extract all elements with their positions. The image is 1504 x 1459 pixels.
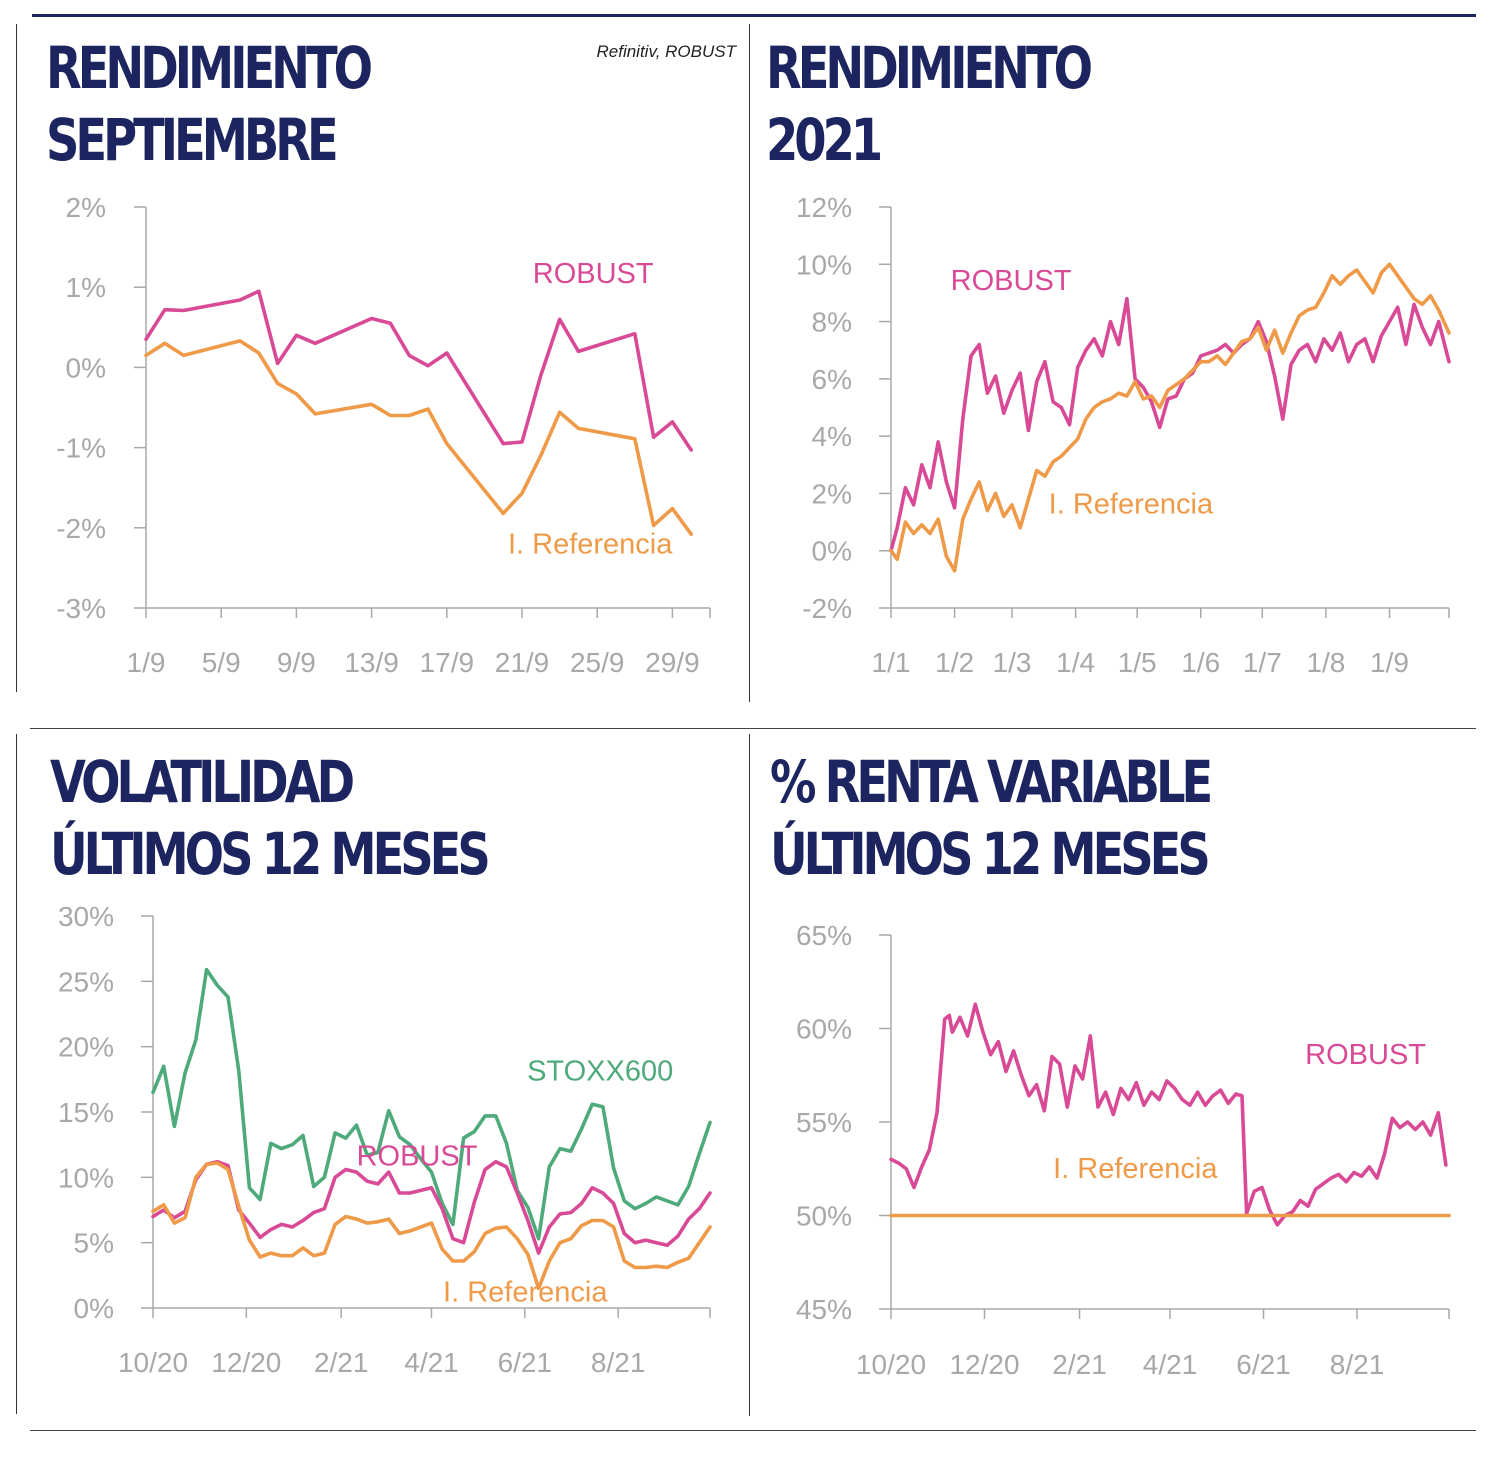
title-september-line2: SEPTIEMBRE xyxy=(46,106,339,174)
equity-y-tick-label: 65% xyxy=(796,920,852,951)
left-rule-bottom xyxy=(16,734,17,1414)
september-label-i-referencia: I. Referencia xyxy=(508,528,673,560)
center-rule-top xyxy=(749,24,750,702)
equity-x-tick-label: 2/21 xyxy=(1052,1349,1107,1380)
september-series-robust-line xyxy=(144,289,694,452)
2021-x-tick-label: 1/9 xyxy=(1370,647,1409,678)
2021-x-tick-label: 1/7 xyxy=(1243,647,1282,678)
equity-label-robust: ROBUST xyxy=(1305,1039,1426,1071)
september-series-i-referencia-line xyxy=(144,339,694,537)
left-rule-top xyxy=(16,24,17,692)
september-x-tick-label: 29/9 xyxy=(645,647,700,678)
september-x-tick-label: 25/9 xyxy=(570,647,625,678)
title-2021-line2: 2021 xyxy=(766,106,883,174)
2021-y-tick-label: -2% xyxy=(802,593,852,624)
title-september-line1: RENDIMIENTO xyxy=(46,34,373,102)
equity-x-tick-label: 10/20 xyxy=(856,1349,926,1380)
title-volatility-line1: VOLATILIDAD xyxy=(50,748,355,816)
volatility-y-tick-label: 10% xyxy=(58,1162,114,1193)
volatility-y-tick-label: 5% xyxy=(74,1228,114,1259)
volatility-x-tick-label: 2/21 xyxy=(314,1347,369,1378)
2021-x-tick-label: 1/6 xyxy=(1181,647,1220,678)
source-note: Refinitiv, ROBUST xyxy=(596,42,737,61)
volatility-series-stoxx600-line xyxy=(151,967,712,1241)
equity-y-tick-label: 55% xyxy=(796,1107,852,1138)
2021-x-tick-label: 1/2 xyxy=(935,647,974,678)
2021-y-tick-label: 4% xyxy=(812,421,852,452)
volatility-y-tick-label: 15% xyxy=(58,1097,114,1128)
equity-x-tick-label: 6/21 xyxy=(1236,1349,1291,1380)
volatility-label-stoxx600: STOXX600 xyxy=(527,1056,673,1088)
volatility-x-tick-label: 6/21 xyxy=(498,1347,553,1378)
volatility-y-tick-label: 20% xyxy=(58,1032,114,1063)
volatility-label-i-referencia: I. Referencia xyxy=(443,1276,608,1308)
2021-y-tick-label: 12% xyxy=(796,192,852,223)
september-y-tick-label: -2% xyxy=(56,513,106,544)
september-x-tick-label: 9/9 xyxy=(277,647,316,678)
september-x-tick-label: 13/9 xyxy=(344,647,399,678)
september-label-robust: ROBUST xyxy=(533,258,654,290)
2021-x-tick-label: 1/1 xyxy=(872,647,911,678)
equity-y-tick-label: 60% xyxy=(796,1014,852,1045)
2021-x-tick-label: 1/4 xyxy=(1056,647,1095,678)
2021-series-robust-line xyxy=(889,296,1451,553)
volatility-x-tick-label: 12/20 xyxy=(211,1347,281,1378)
2021-series-i-referencia-line xyxy=(889,262,1451,573)
equity-x-tick-label: 8/21 xyxy=(1330,1349,1385,1380)
top-rule xyxy=(32,14,1476,17)
september-x-tick-label: 21/9 xyxy=(495,647,550,678)
equity-x-tick-label: 12/20 xyxy=(949,1349,1019,1380)
title-volatility-line2: ÚLTIMOS 12 MESES xyxy=(50,820,491,888)
2021-y-tick-label: 10% xyxy=(796,249,852,280)
volatility-series-i-referencia-line xyxy=(151,1161,712,1291)
2021-x-tick-label: 1/3 xyxy=(993,647,1032,678)
equity-y-tick-label: 50% xyxy=(796,1201,852,1232)
equity-y-tick-label: 45% xyxy=(796,1294,852,1325)
title-september: RENDIMIENTO SEPTIEMBRE xyxy=(46,32,373,176)
volatility-series-robust-line xyxy=(151,1159,712,1255)
2021-x-tick-label: 1/5 xyxy=(1118,647,1157,678)
volatility-x-tick-label: 4/21 xyxy=(404,1347,459,1378)
2021-x-tick-label: 1/8 xyxy=(1306,647,1345,678)
september-y-tick-label: 0% xyxy=(66,352,106,383)
middle-rule xyxy=(30,728,1476,729)
equity-series-robust-line xyxy=(889,1002,1448,1227)
volatility-x-tick-label: 10/20 xyxy=(118,1347,188,1378)
volatility-y-tick-label: 30% xyxy=(58,901,114,932)
equity-label-i-referencia: I. Referencia xyxy=(1053,1153,1218,1185)
equity-x-tick-label: 4/21 xyxy=(1143,1349,1198,1380)
volatility-y-tick-label: 25% xyxy=(58,966,114,997)
volatility-label-robust: ROBUST xyxy=(357,1141,478,1173)
september-x-tick-label: 5/9 xyxy=(202,647,241,678)
2021-y-tick-label: 8% xyxy=(812,307,852,338)
september-x-tick-label: 1/9 xyxy=(127,647,166,678)
title-2021-line1: RENDIMIENTO xyxy=(766,34,1093,102)
title-equity: % RENTA VARIABLE ÚLTIMOS 12 MESES xyxy=(770,746,1213,890)
2021-label-i-referencia: I. Referencia xyxy=(1049,488,1214,520)
title-volatility: VOLATILIDAD ÚLTIMOS 12 MESES xyxy=(50,746,491,890)
2021-y-tick-label: 2% xyxy=(812,478,852,509)
2021-label-robust: ROBUST xyxy=(951,265,1072,297)
title-equity-line1: % RENTA VARIABLE xyxy=(770,748,1213,816)
september-y-tick-label: -3% xyxy=(56,593,106,624)
september-x-tick-label: 17/9 xyxy=(420,647,475,678)
september-y-tick-label: 2% xyxy=(66,192,106,223)
volatility-x-tick-label: 8/21 xyxy=(591,1347,646,1378)
volatility-y-tick-label: 0% xyxy=(74,1293,114,1324)
2021-y-tick-label: 0% xyxy=(812,536,852,567)
september-y-tick-label: 1% xyxy=(66,272,106,303)
center-rule-bottom xyxy=(749,734,750,1416)
title-equity-line2: ÚLTIMOS 12 MESES xyxy=(770,820,1211,888)
title-2021: RENDIMIENTO 2021 xyxy=(766,32,1093,176)
september-y-tick-label: -1% xyxy=(56,433,106,464)
2021-y-tick-label: 6% xyxy=(812,364,852,395)
bottom-rule xyxy=(30,1430,1476,1431)
